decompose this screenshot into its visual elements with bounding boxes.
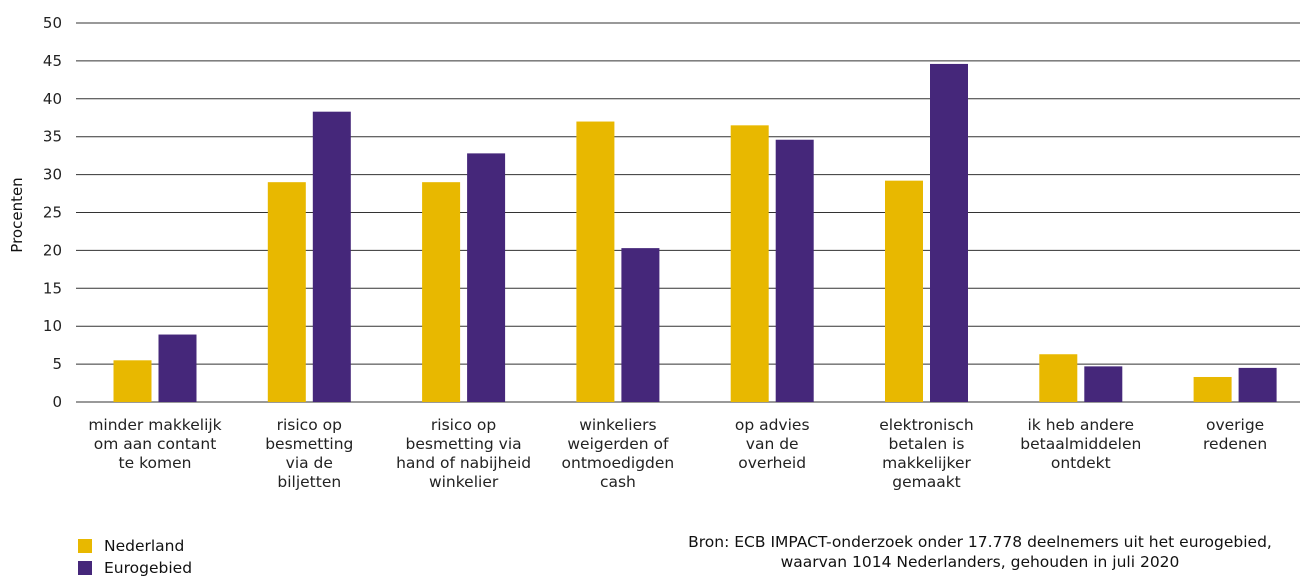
category-label-line: cash bbox=[600, 473, 636, 491]
legend-label-eurogebied: Eurogebied bbox=[104, 559, 193, 577]
bar-nederland-7 bbox=[1193, 376, 1232, 402]
category-label-1: risico op besmetting via de biljetten bbox=[265, 416, 353, 491]
category-label-line: besmetting bbox=[265, 435, 353, 453]
category-label-line: biljetten bbox=[277, 473, 341, 491]
bar-nederland-1 bbox=[267, 182, 306, 402]
bar-nederland-6 bbox=[1039, 354, 1078, 402]
y-axis-label: Procenten bbox=[8, 177, 26, 252]
legend-item-nederland: Nederland bbox=[78, 535, 192, 557]
y-tick-label: 35 bbox=[43, 128, 62, 146]
category-label-line: risico op bbox=[431, 416, 496, 434]
legend-swatch-eurogebied bbox=[78, 561, 92, 575]
category-label-line: redenen bbox=[1203, 435, 1267, 453]
bars bbox=[113, 63, 1277, 402]
bar-eurogebied-7 bbox=[1238, 367, 1277, 402]
category-label-4: op advies van de overheid bbox=[735, 416, 810, 472]
category-label-line: winkeliers bbox=[579, 416, 656, 434]
y-tick-label: 45 bbox=[43, 52, 62, 70]
category-label-6: ik heb andere betaalmiddelen ontdekt bbox=[1020, 416, 1141, 472]
category-label-line: risico op bbox=[277, 416, 342, 434]
category-label-line: overheid bbox=[738, 454, 806, 472]
y-tick-label: 25 bbox=[43, 204, 62, 222]
category-label-line: winkelier bbox=[429, 473, 499, 491]
bar-nederland-0 bbox=[113, 360, 152, 402]
bar-eurogebied-2 bbox=[467, 153, 506, 402]
category-label-line: elektronisch bbox=[879, 416, 974, 434]
category-label-7: overige redenen bbox=[1203, 416, 1267, 453]
category-label-line: makkelijker bbox=[882, 454, 971, 472]
legend: Nederland Eurogebied bbox=[78, 535, 192, 579]
bar-eurogebied-6 bbox=[1084, 366, 1123, 402]
bar-eurogebied-0 bbox=[158, 334, 197, 402]
category-label-line: via de bbox=[286, 454, 333, 472]
source-note: Bron: ECB IMPACT-onderzoek onder 17.778 … bbox=[660, 532, 1300, 572]
category-label-line: hand of nabijheid bbox=[396, 454, 531, 472]
y-tick-label: 50 bbox=[43, 14, 62, 32]
category-label-line: ik heb andere bbox=[1027, 416, 1134, 434]
bar-chart: 0 5 10 15 20 25 30 35 40 45 50 minder makkelijk om … bbox=[8, 14, 1300, 491]
category-label-line: ontdekt bbox=[1051, 454, 1111, 472]
category-label-line: om aan contant bbox=[94, 435, 217, 453]
y-axis-ticks: 0 5 10 15 20 25 30 35 40 45 50 bbox=[43, 14, 62, 411]
category-label-line: betaalmiddelen bbox=[1020, 435, 1141, 453]
category-label-0: minder makkelijk om aan contant te komen bbox=[88, 416, 221, 472]
category-label-line: op advies bbox=[735, 416, 810, 434]
bar-nederland-2 bbox=[422, 182, 461, 402]
category-label-line: te komen bbox=[119, 454, 192, 472]
category-label-line: ontmoedigden bbox=[562, 454, 675, 472]
gridlines bbox=[76, 22, 1300, 403]
bar-nederland-5 bbox=[885, 180, 923, 402]
bar-eurogebied-5 bbox=[930, 63, 968, 402]
y-tick-label: 0 bbox=[52, 393, 62, 411]
bar-nederland-3 bbox=[576, 121, 615, 402]
category-label-line: van de bbox=[746, 435, 799, 453]
legend-swatch-nederland bbox=[78, 539, 92, 553]
y-tick-label: 15 bbox=[43, 279, 62, 297]
y-tick-label: 5 bbox=[52, 355, 62, 373]
x-axis-categories: minder makkelijk om aan contant te komen ri… bbox=[88, 416, 1267, 491]
category-label-line: besmetting via bbox=[406, 435, 522, 453]
y-tick-label: 40 bbox=[43, 90, 62, 108]
bar-eurogebied-4 bbox=[775, 139, 814, 402]
category-label-5: elektronisch betalen is makkelijker gemaakt bbox=[879, 416, 974, 491]
bar-eurogebied-3 bbox=[621, 248, 660, 402]
y-tick-label: 10 bbox=[43, 317, 62, 335]
y-tick-label: 20 bbox=[43, 241, 62, 259]
category-label-line: betalen is bbox=[889, 435, 965, 453]
category-label-line: gemaakt bbox=[892, 473, 961, 491]
bar-nederland-4 bbox=[730, 125, 769, 402]
category-label-2: risico op besmetting via hand of nabijheid… bbox=[396, 416, 531, 491]
bar-eurogebied-1 bbox=[312, 111, 351, 402]
category-label-line: overige bbox=[1206, 416, 1264, 434]
source-line-1: Bron: ECB IMPACT-onderzoek onder 17.778 … bbox=[688, 533, 1272, 551]
category-label-3: winkeliers weigerden of ontmoedigden cash bbox=[562, 416, 675, 491]
legend-label-nederland: Nederland bbox=[104, 537, 185, 555]
category-label-line: minder makkelijk bbox=[88, 416, 221, 434]
legend-item-eurogebied: Eurogebied bbox=[78, 557, 192, 579]
category-label-line: weigerden of bbox=[567, 435, 669, 453]
y-tick-label: 30 bbox=[43, 166, 62, 184]
source-line-2: waarvan 1014 Nederlanders, gehouden in j… bbox=[780, 553, 1180, 571]
